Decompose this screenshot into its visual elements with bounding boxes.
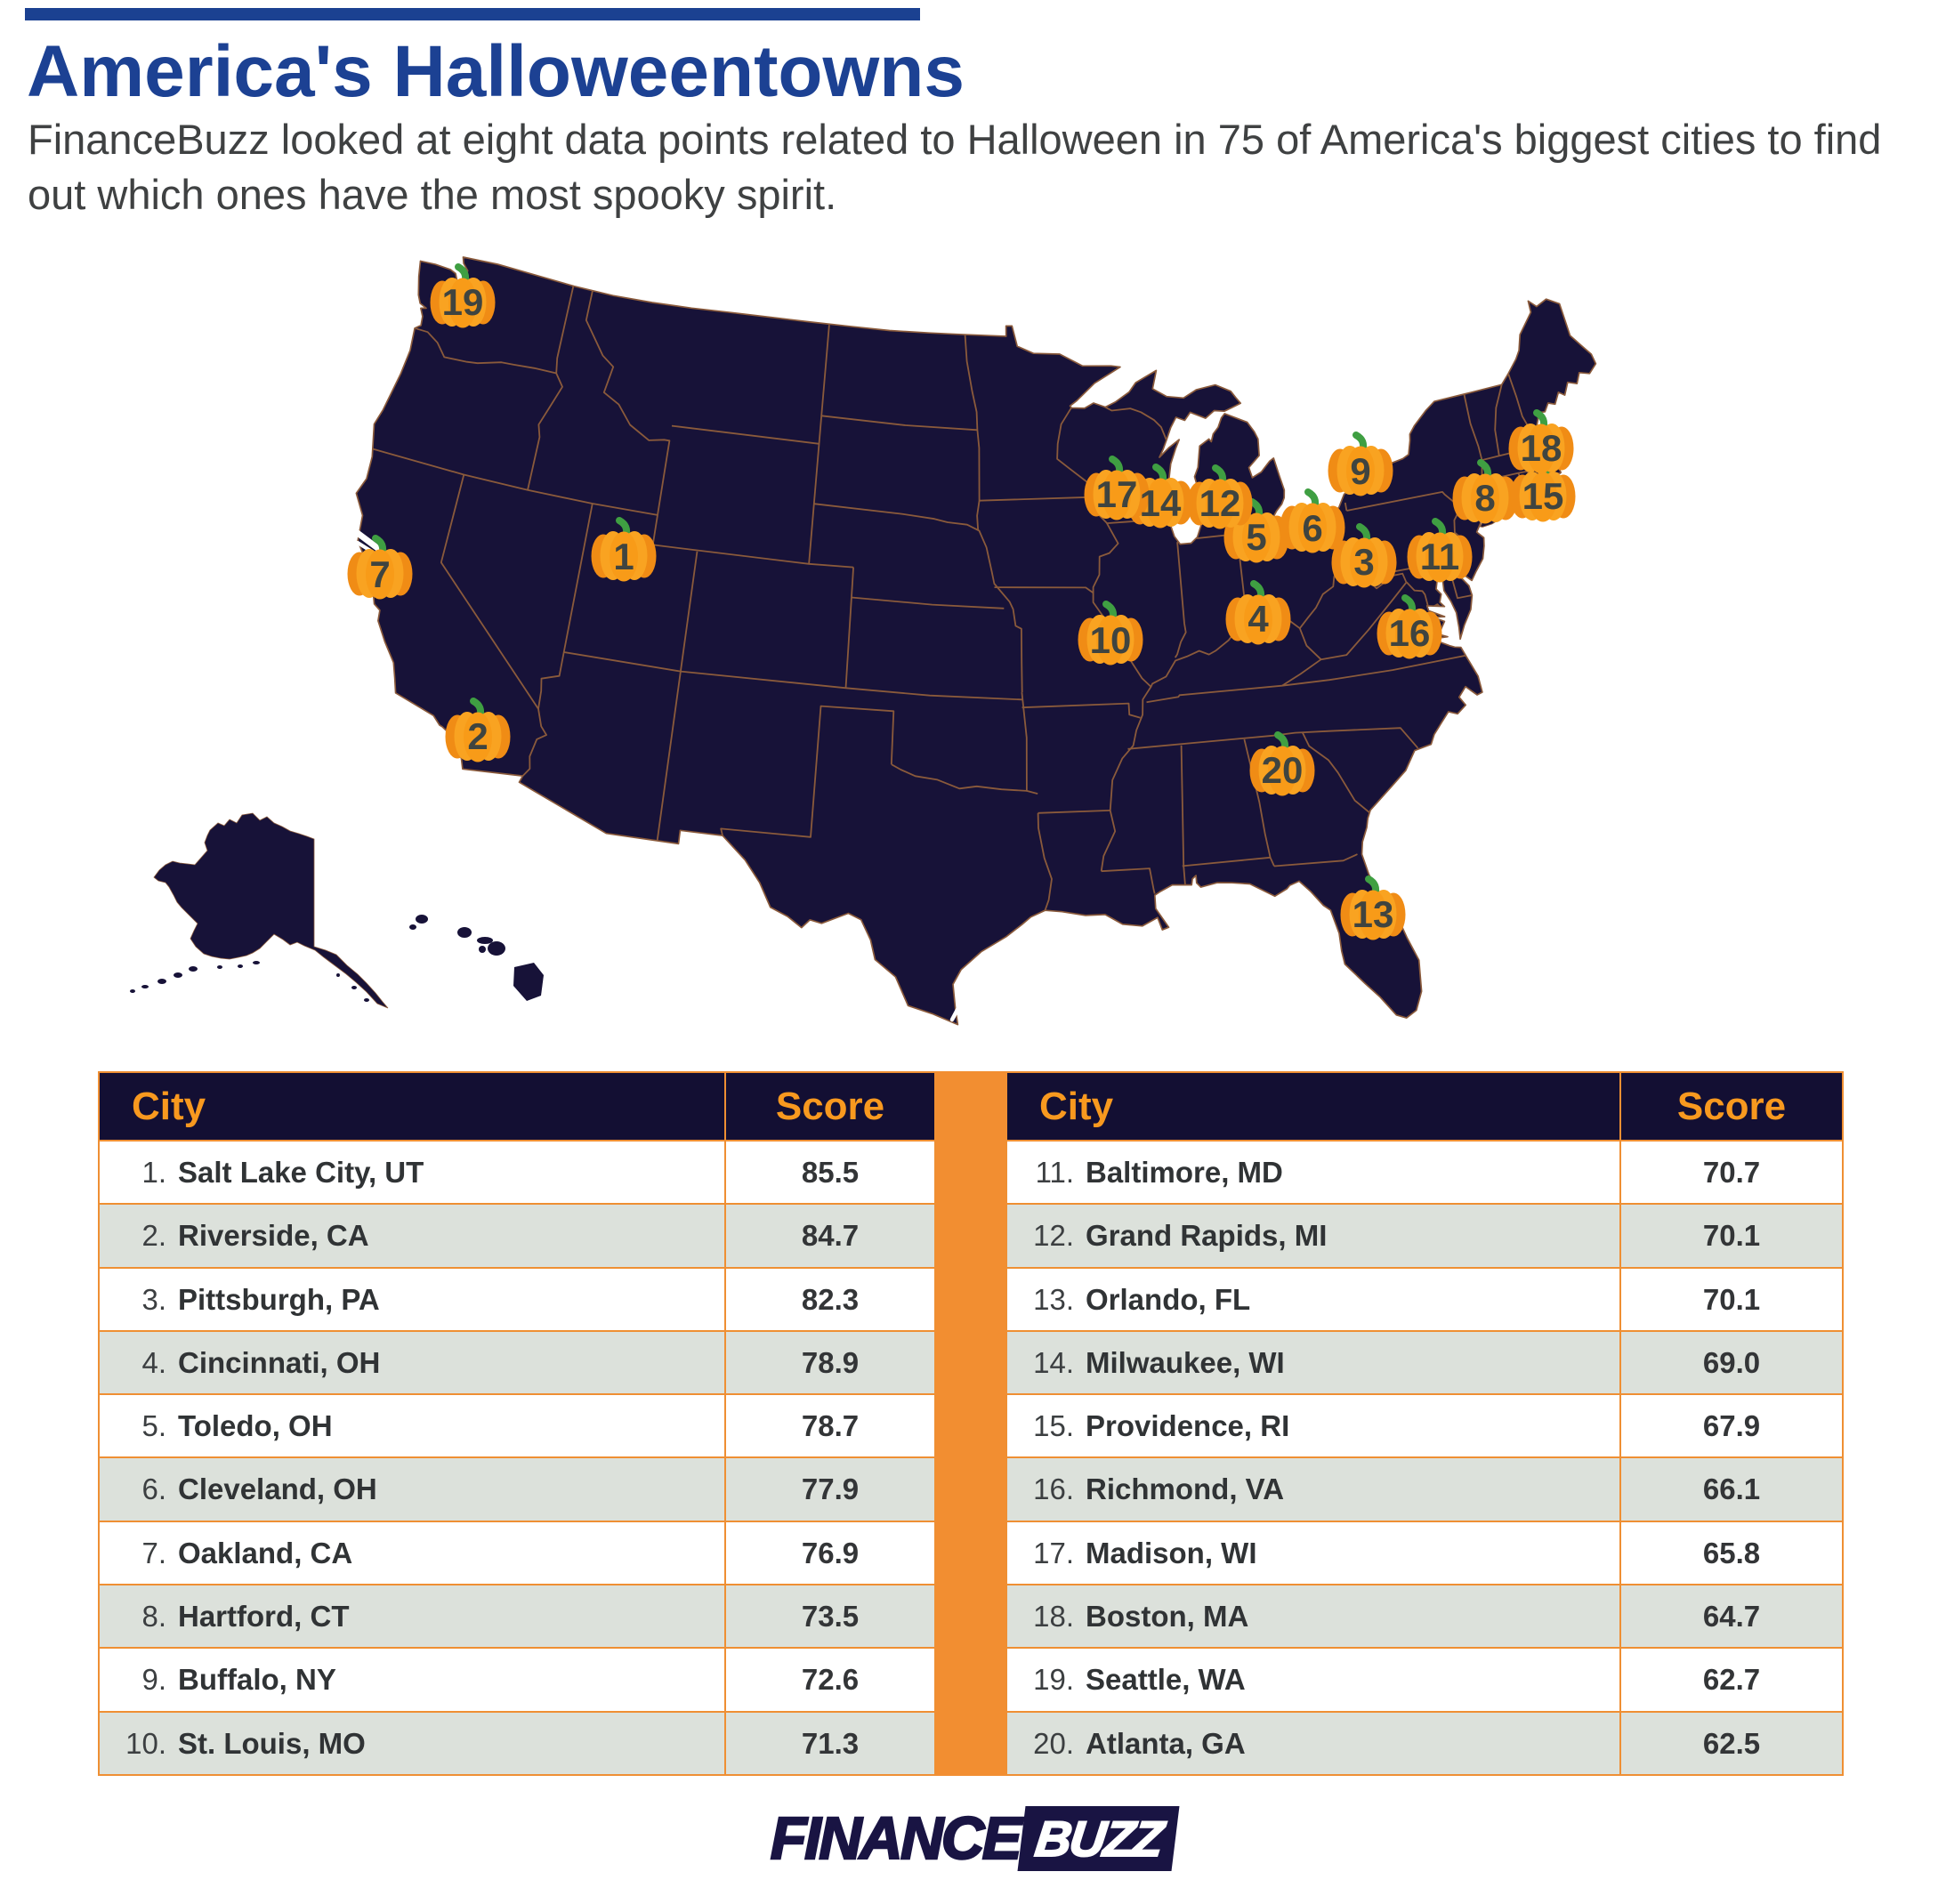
svg-text:3: 3: [1353, 541, 1374, 583]
svg-text:6: 6: [1302, 507, 1322, 549]
svg-text:7: 7: [369, 553, 390, 595]
svg-text:14: 14: [1140, 482, 1182, 524]
svg-text:15: 15: [1522, 475, 1564, 517]
svg-text:20: 20: [1262, 749, 1304, 791]
svg-text:5: 5: [1246, 516, 1266, 558]
svg-text:1: 1: [613, 536, 634, 577]
svg-text:9: 9: [1350, 450, 1370, 492]
svg-text:11: 11: [1420, 536, 1459, 577]
svg-text:12: 12: [1199, 482, 1241, 524]
svg-text:10: 10: [1090, 619, 1132, 661]
svg-text:4: 4: [1248, 598, 1269, 640]
svg-text:17: 17: [1096, 473, 1138, 515]
svg-text:19: 19: [442, 281, 484, 323]
svg-text:13: 13: [1353, 893, 1394, 935]
svg-text:2: 2: [467, 715, 488, 757]
svg-text:16: 16: [1389, 612, 1431, 654]
svg-text:8: 8: [1474, 477, 1495, 519]
svg-text:18: 18: [1521, 427, 1562, 469]
